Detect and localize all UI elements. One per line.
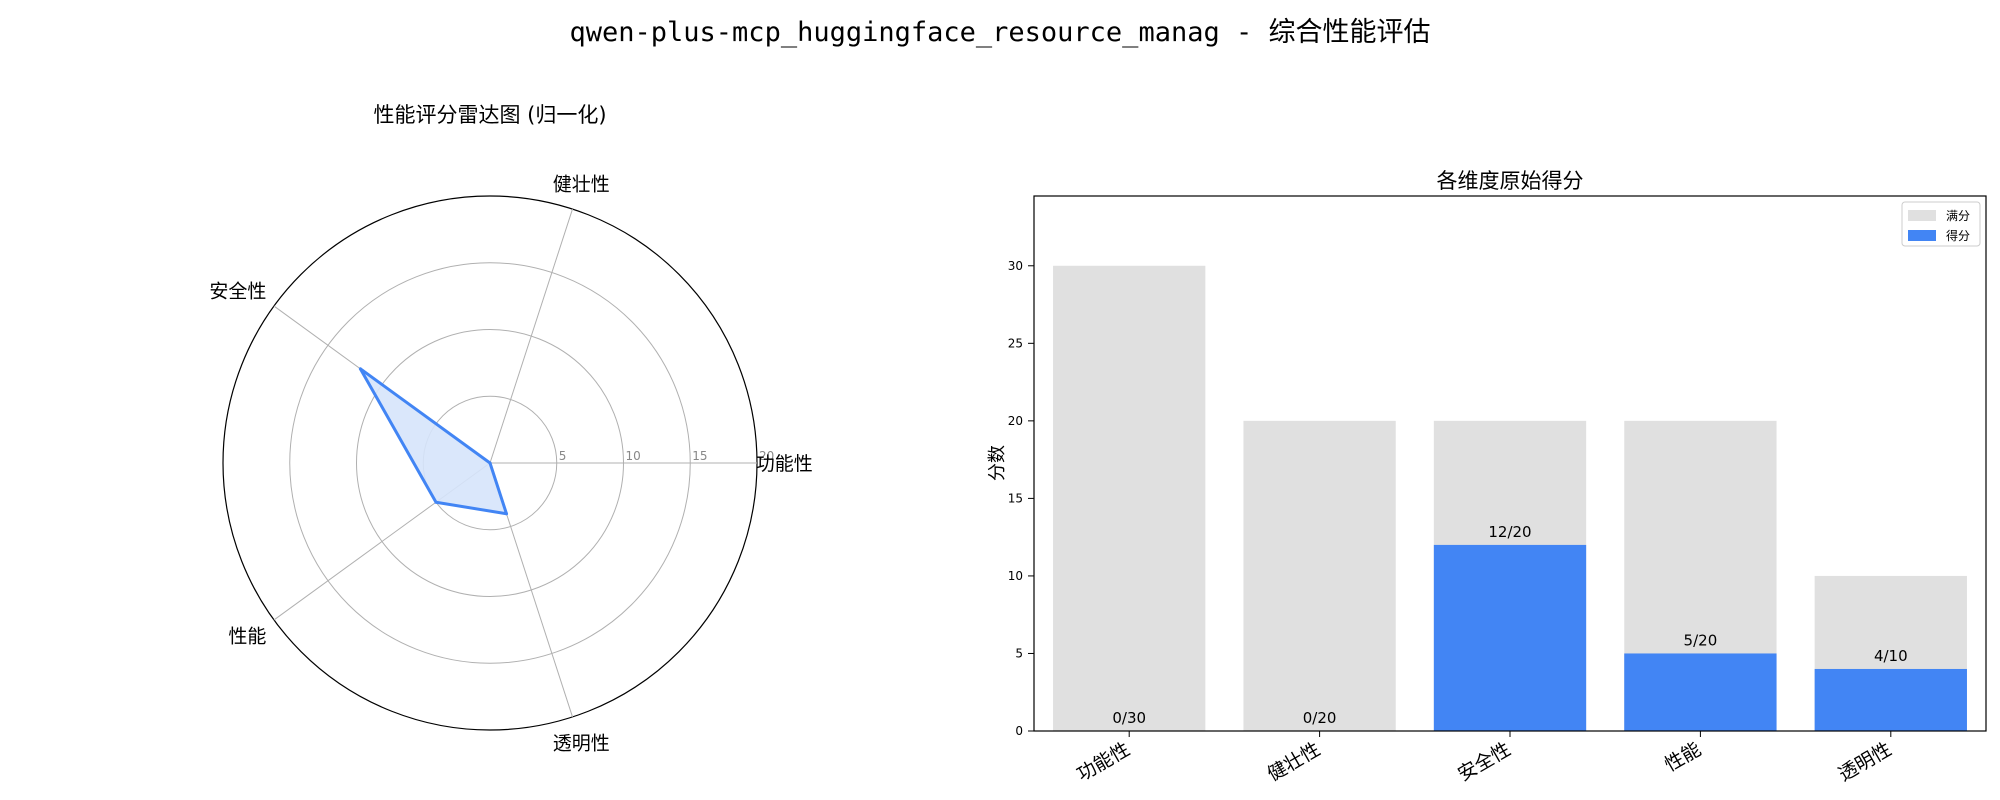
radar-axis-label: 透明性: [553, 732, 610, 754]
radar-radial-tick-labels: 5 10 15 20: [559, 449, 775, 463]
radar-radial-tick-label: 5: [559, 449, 567, 463]
x-tick-label: 功能性: [1073, 738, 1133, 786]
bar-full: [1053, 265, 1206, 731]
bar-data-label: 4/10: [1874, 647, 1908, 665]
y-tick-label: 5: [1015, 646, 1023, 660]
x-tick-label: 性能: [1661, 738, 1705, 776]
radar-point: [488, 461, 492, 465]
bar-score: [1624, 653, 1777, 731]
bar-score: [1814, 668, 1967, 731]
x-axis: 功能性 健壮性 安全性 性能 透明性: [1073, 731, 1895, 786]
legend-swatch: [1908, 230, 1936, 241]
bar-data-label: 12/20: [1488, 523, 1531, 541]
legend-swatch: [1908, 210, 1936, 221]
y-tick-label: 10: [1008, 569, 1023, 583]
radar-point: [505, 512, 509, 516]
y-axis: 0 5 10 15 20 25 30: [1008, 259, 1034, 738]
radar-axis-label: 安全性: [209, 280, 266, 302]
y-tick-label: 25: [1008, 336, 1023, 350]
radar-point: [434, 500, 438, 504]
bar-data-label: 0/30: [1112, 709, 1146, 727]
radar-axis-label: 功能性: [756, 453, 813, 475]
y-tick-label: 30: [1008, 259, 1023, 273]
bar-series-score: [1433, 544, 1967, 731]
y-tick-label: 15: [1008, 491, 1023, 505]
radar-axis-label: 健壮性: [553, 174, 610, 196]
radar-radial-tick-label: 20: [759, 449, 774, 463]
legend-label: 满分: [1946, 209, 1970, 223]
radar-axis-label: 性能: [228, 626, 266, 648]
bar-chart: 各维度原始得分 0/30 0/20 12/20 5/20 4/10 0 5 10 15 20 25…: [987, 169, 1987, 786]
radar-spoke: [489, 208, 573, 464]
bar-full: [1243, 420, 1396, 731]
legend-label: 得分: [1946, 228, 1970, 243]
radar-radial-tick-label: 15: [692, 449, 707, 463]
radar-title: 性能评分雷达图 (归一化): [373, 103, 606, 127]
figure-title: qwen-plus-mcp_huggingface_resource_manag…: [569, 17, 1431, 48]
y-tick-label: 20: [1008, 414, 1023, 428]
x-tick-label: 透明性: [1835, 738, 1895, 786]
y-tick-label: 0: [1015, 724, 1023, 738]
y-axis-label: 分数: [987, 445, 1008, 481]
bar-score: [1433, 544, 1587, 731]
x-tick-label: 健壮性: [1264, 738, 1324, 786]
radar-series: [358, 367, 509, 516]
radar-series-area: [358, 367, 509, 516]
bar-title: 各维度原始得分: [1437, 169, 1584, 193]
radar-point: [358, 367, 362, 371]
x-tick-label: 安全性: [1454, 738, 1514, 786]
bar-data-label: 0/20: [1303, 709, 1337, 727]
radar-radial-tick-label: 10: [626, 449, 641, 463]
bar-data-labels: 0/30 0/20 12/20 5/20 4/10: [1112, 523, 1907, 727]
bar-data-label: 5/20: [1684, 631, 1718, 649]
